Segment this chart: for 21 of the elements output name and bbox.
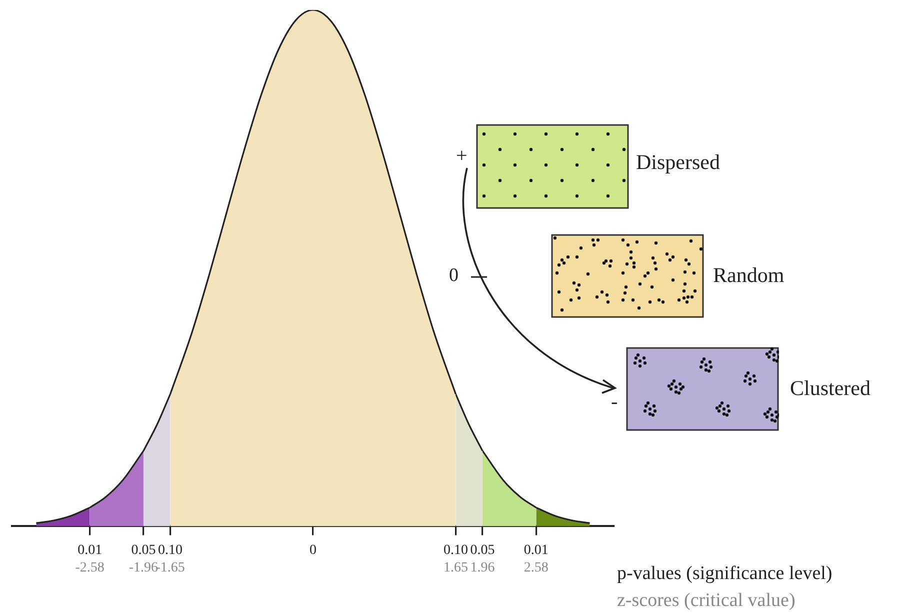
annotation: 0.01 <box>78 542 102 558</box>
annotation: 0.01 <box>524 542 548 558</box>
annotation: 0 <box>449 265 458 288</box>
annotation: 0.05 <box>470 542 495 558</box>
x-tick-label: -1.65 <box>156 560 185 576</box>
annotation: 0.05 <box>131 542 156 558</box>
text: z-scores (critical value) <box>617 590 796 613</box>
text: Dispersed <box>636 150 720 176</box>
annotation: 0.10 <box>158 542 183 558</box>
x-tick-label: 2.58 <box>524 560 548 576</box>
text: Random <box>713 263 784 288</box>
x-tick-label: -1.96 <box>128 560 158 576</box>
annotation: + <box>456 144 468 168</box>
text: p-values (significance level) <box>617 563 832 586</box>
annotation: 0.10 <box>443 542 468 558</box>
x-tick-label: -2.58 <box>75 560 104 576</box>
annotation: - <box>611 390 618 414</box>
x-tick-label: 1.96 <box>470 560 495 576</box>
x-tick-label: 1.65 <box>443 560 468 576</box>
text: Clustered <box>790 376 870 402</box>
annotation: 0 <box>310 542 316 558</box>
